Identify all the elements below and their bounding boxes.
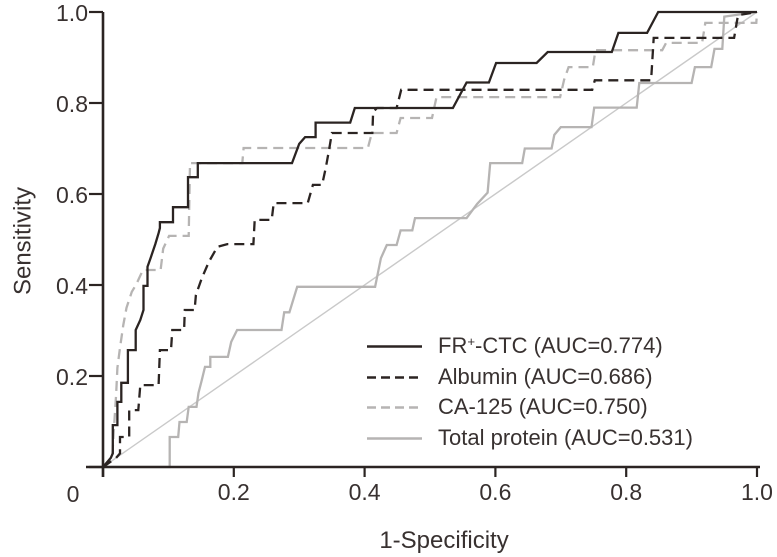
legend-item-ca-125: CA-125 (AUC=0.750) xyxy=(366,392,693,423)
legend-label-albumin: Albumin (AUC=0.686) xyxy=(438,363,653,389)
y-tick-label: 0.2 xyxy=(56,364,88,390)
roc-curve-total-protein xyxy=(103,10,758,469)
origin-tick-label: 0 xyxy=(66,481,80,507)
legend-item-albumin: Albumin (AUC=0.686) xyxy=(366,362,693,393)
legend-line-sample-ca-125 xyxy=(367,406,422,410)
legend-line-sample-albumin xyxy=(367,375,422,379)
legend-item-fr-ctc: FR+-CTC (AUC=0.774) xyxy=(366,331,693,362)
diagonal-reference-line xyxy=(102,11,758,468)
roc-curve-albumin xyxy=(102,10,758,468)
legend-label-ca-125: CA-125 (AUC=0.750) xyxy=(438,394,648,420)
legend-label-fr-ctc: FR+-CTC (AUC=0.774) xyxy=(438,333,663,359)
legend-line-sample-total-protein xyxy=(367,436,422,440)
y-tick-label: 0.4 xyxy=(56,273,88,299)
roc-curve-ca-125 xyxy=(102,11,759,468)
roc-curve-fr-ctc xyxy=(102,10,757,468)
x-tick-label: 0.4 xyxy=(348,479,381,505)
y-axis-label: Sensitivity xyxy=(9,186,37,296)
y-tick-label: 0.6 xyxy=(56,182,88,208)
y-tick-label: 1.0 xyxy=(56,0,88,26)
y-tick-label: 0.8 xyxy=(56,91,88,117)
legend-line-sample-fr-ctc xyxy=(367,345,422,349)
x-tick-label: 0.2 xyxy=(217,479,250,505)
legend-item-total-protein: Total protein (AUC=0.531) xyxy=(366,423,693,454)
x-axis-label: 1-Specificity xyxy=(379,527,509,554)
legend-label-total-protein: Total protein (AUC=0.531) xyxy=(438,424,693,450)
x-tick-label: 0.6 xyxy=(479,479,512,505)
x-tick-label: 0.8 xyxy=(610,479,643,505)
x-tick-label: 1.0 xyxy=(741,479,773,505)
legend: FR+-CTC (AUC=0.774) Albumin (AUC=0.686) CA… xyxy=(366,331,693,453)
